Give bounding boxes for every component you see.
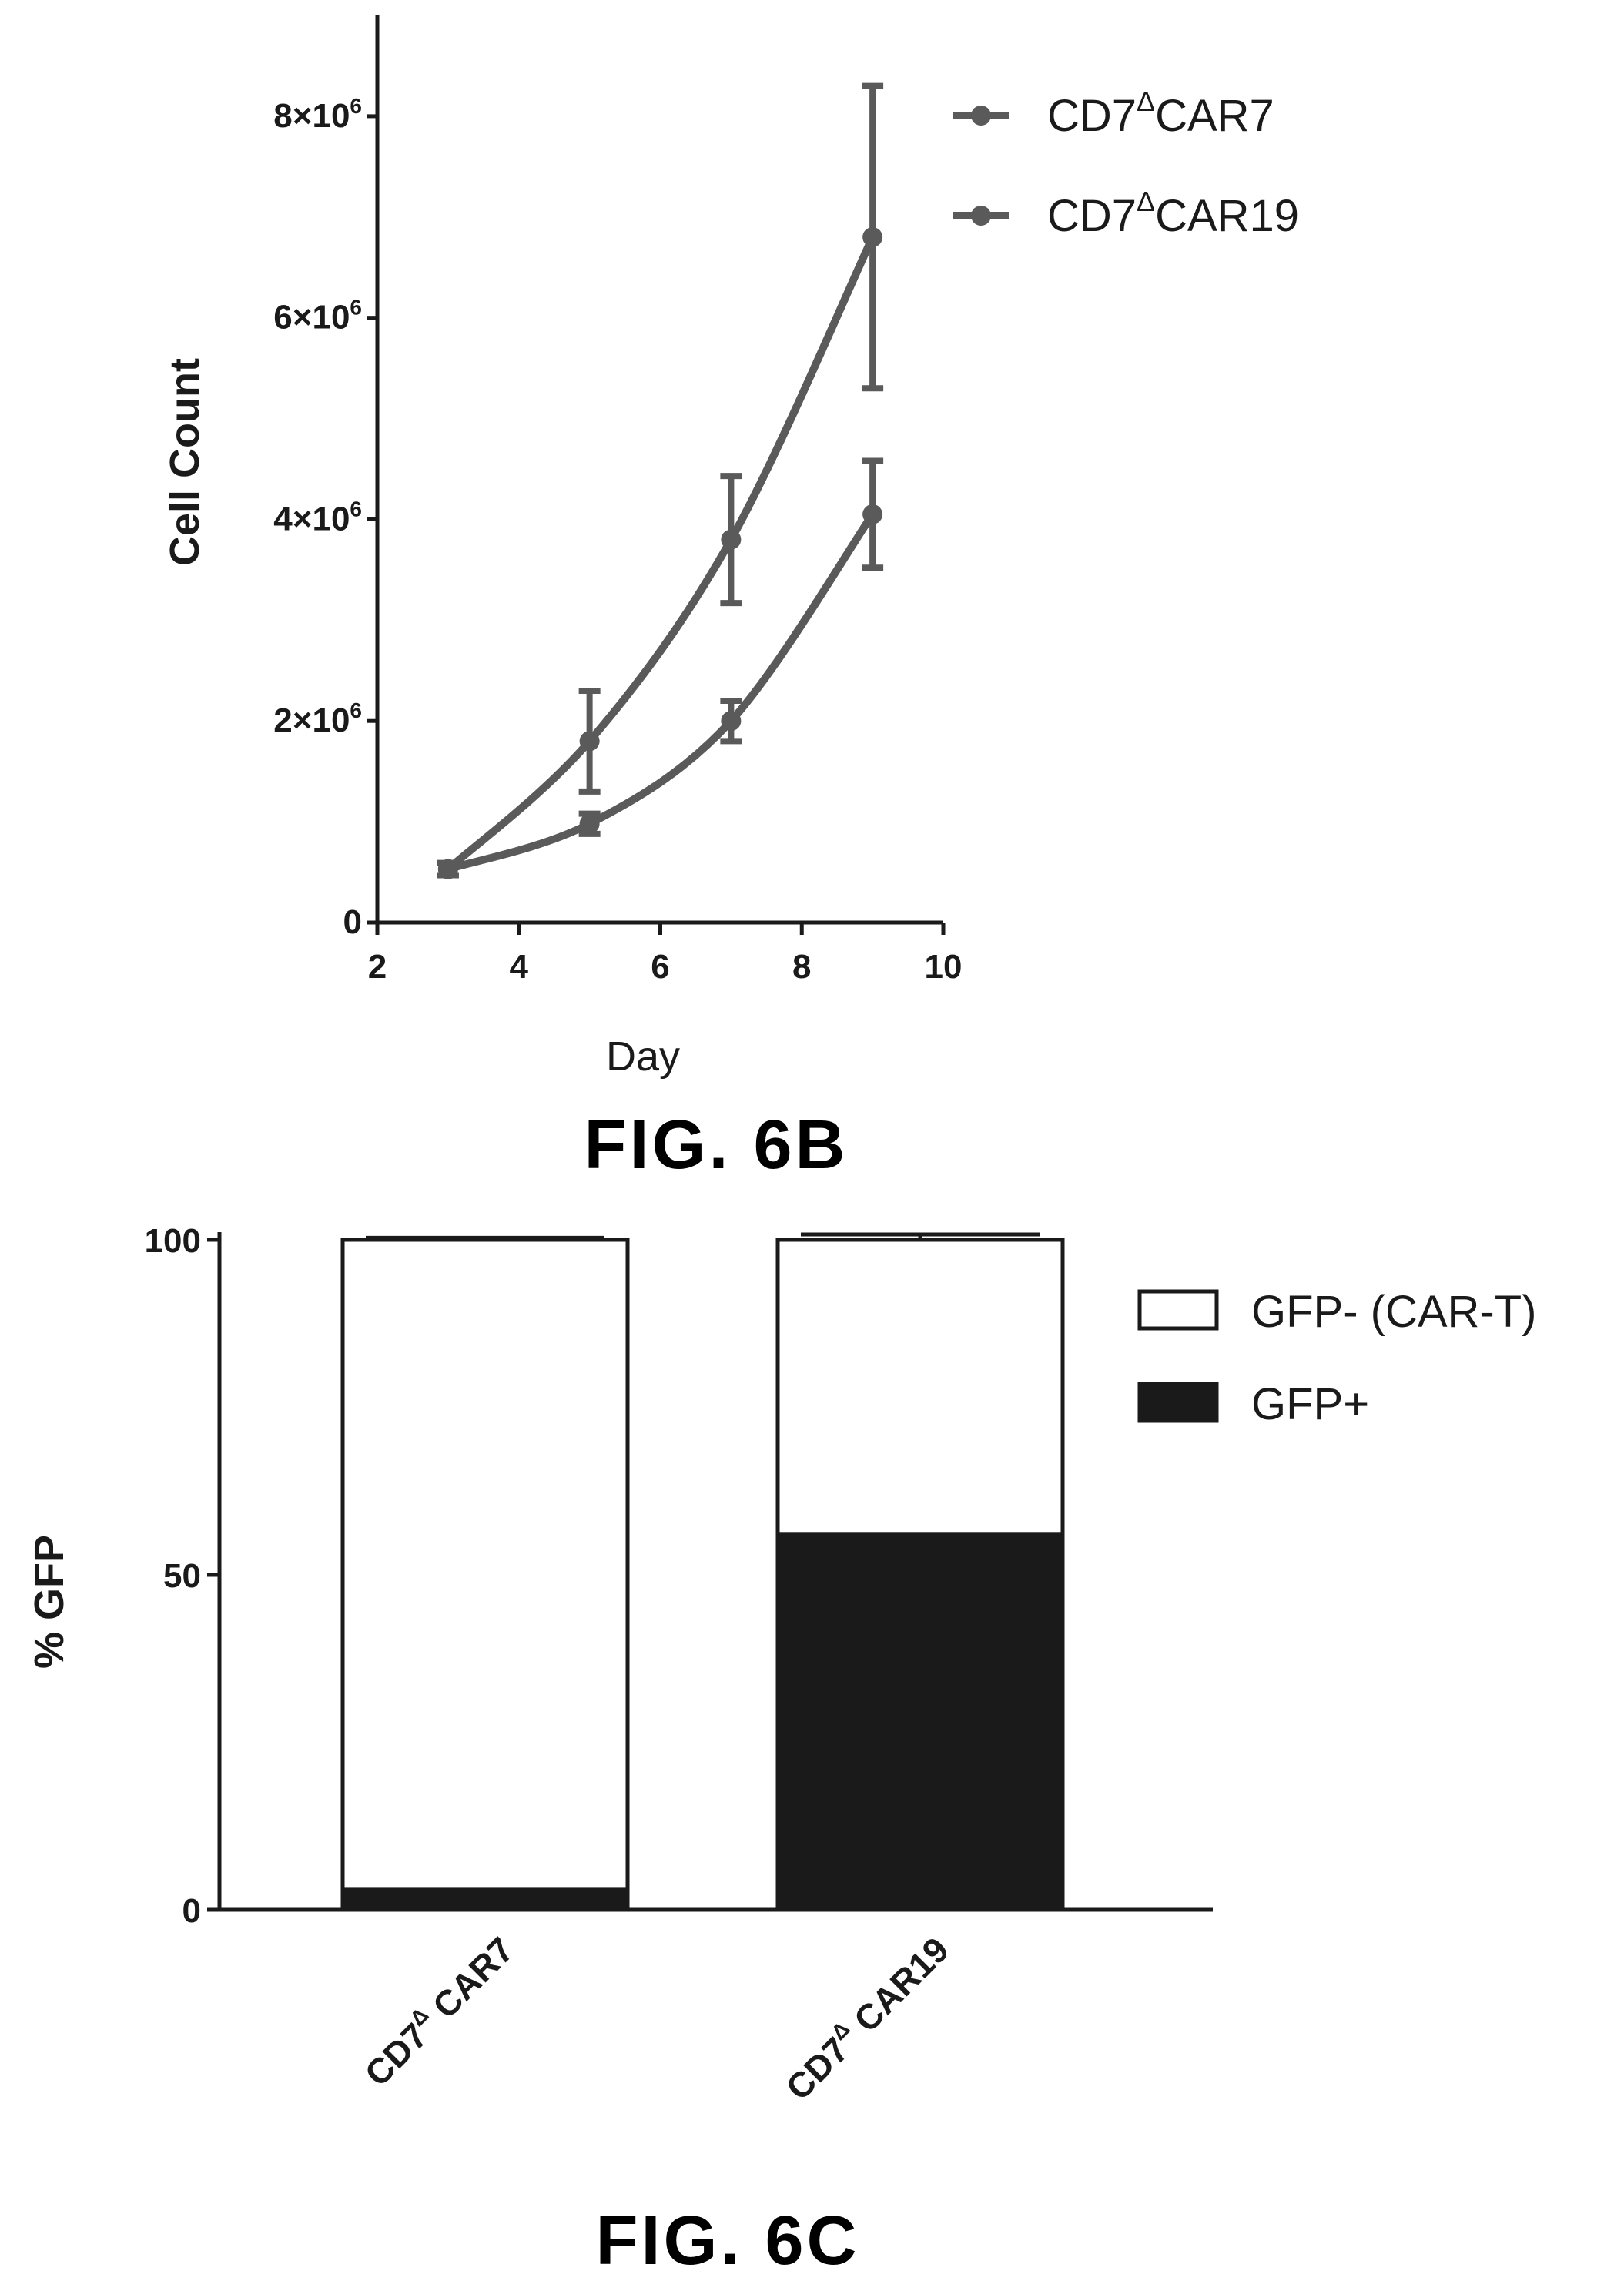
chart-6c-y-tick-label: 50 xyxy=(163,1557,201,1595)
y-tick-base: 10 xyxy=(312,702,350,739)
chart-6c-bars xyxy=(340,1232,1065,1912)
y-tick-mantissa: 4 xyxy=(273,500,293,538)
chart-6b-series xyxy=(437,82,884,879)
chart-6c-axes xyxy=(217,1232,1213,1912)
series-line xyxy=(447,512,876,873)
chart-6c-y-axis-title: % GFP xyxy=(26,1535,72,1669)
chart-6c-bar-2 xyxy=(775,1232,1065,1912)
category-label-suffix: CAR7 xyxy=(418,1929,521,2032)
chart-6b-y-tick-label: 4×106 xyxy=(273,497,362,538)
data-point xyxy=(862,226,883,247)
chart-6b-x-tick-label: 4 xyxy=(510,948,529,986)
data-point xyxy=(437,859,458,879)
chart-6c-category-label-1: CD7Δ CAR7 xyxy=(355,1928,521,2094)
chart-6c-y-tick-label: 0 xyxy=(182,1892,201,1930)
data-point xyxy=(721,529,742,550)
data-point xyxy=(579,813,600,834)
chart-6b-x-axis-title: Day xyxy=(606,1033,680,1080)
chart-6b-x-ticks: 2 4 6 8 10 xyxy=(368,923,963,986)
data-point xyxy=(862,504,883,524)
chart-6c-bar-1 xyxy=(340,1235,630,1912)
chart-6b-x-tick-label: 6 xyxy=(651,948,669,986)
data-point xyxy=(579,731,600,752)
chart-6c-category-labels: CD7Δ CAR7 CD7Δ CAR19 xyxy=(355,1928,956,2108)
y-tick-text: 0 xyxy=(343,903,362,941)
chart-6b-series-1 xyxy=(437,457,884,879)
chart-6c-legend-item-2: GFP+ xyxy=(1137,1379,1369,1429)
y-tick-exponent: 6 xyxy=(350,94,362,118)
y-tick-mantissa: 8 xyxy=(273,97,292,135)
legend-label-suffix: CAR7 xyxy=(1155,91,1274,141)
series-line xyxy=(445,235,876,873)
legend-swatch xyxy=(1137,1289,1219,1331)
chart-6b-y-tick-label: 8×106 xyxy=(273,94,362,135)
y-tick-base: 10 xyxy=(312,97,350,135)
chart-6b-x-tick-label: 2 xyxy=(368,948,387,986)
bar-segment-gfp-positive xyxy=(340,1887,630,1912)
chart-6b-y-axis-title: Cell Count xyxy=(162,358,208,566)
y-tick-exponent: 6 xyxy=(350,698,362,722)
chart-6c-category-label-2: CD7Δ CAR19 xyxy=(776,1928,956,2108)
bar-segment-gfp-negative xyxy=(775,1238,1065,1537)
legend-label: CD7ΔCAR7 xyxy=(1047,85,1274,141)
chart-6b-x-tick-label: 8 xyxy=(792,948,811,986)
chart-6b-x-tick-label: 10 xyxy=(925,948,963,986)
legend-label-prefix: CD7 xyxy=(1047,91,1137,141)
legend-swatch-marker xyxy=(971,106,991,126)
y-tick-times: × xyxy=(293,500,313,538)
legend-label: GFP- (CAR-T) xyxy=(1251,1287,1537,1337)
legend-label: CD7ΔCAR19 xyxy=(1047,186,1299,241)
legend-label-prefix: CD7 xyxy=(1047,191,1137,241)
chart-6b-legend-item-2: CD7ΔCAR19 xyxy=(953,186,1299,241)
chart-6b-y-tick-label: 6×106 xyxy=(273,296,362,337)
bar-segment-gfp-positive xyxy=(775,1532,1065,1912)
y-tick-times: × xyxy=(293,299,313,337)
legend-swatch-marker xyxy=(971,206,991,226)
y-tick-base: 10 xyxy=(312,299,350,337)
y-tick-mantissa: 6 xyxy=(273,299,292,337)
y-tick-times: × xyxy=(293,702,313,739)
chart-6b-legend-item-1: CD7ΔCAR7 xyxy=(953,85,1274,141)
y-tick-base: 10 xyxy=(312,500,350,538)
figure-6b-caption: FIG. 6B xyxy=(584,1107,848,1184)
chart-6c-y-ticks: 0 50 100 xyxy=(145,1222,219,1930)
data-point xyxy=(721,711,742,732)
gfp-stacked-bar-chart: 0 50 100 CD7Δ CAR7 CD7Δ CAR19 % GFP GFP- (C… xyxy=(26,1222,1537,2108)
legend-swatch xyxy=(1137,1382,1219,1423)
chart-6b-y-tick-label: 2×106 xyxy=(273,698,362,739)
legend-label: GFP+ xyxy=(1251,1379,1369,1429)
legend-label-superscript: Δ xyxy=(1137,186,1155,217)
chart-6c-y-tick-label: 100 xyxy=(145,1222,201,1260)
y-tick-exponent: 6 xyxy=(350,497,362,521)
chart-6b-series-2 xyxy=(437,82,884,879)
category-label-suffix: CAR19 xyxy=(839,1929,956,2046)
chart-6b-y-tick-label: 0 xyxy=(343,903,362,941)
figure-6c-caption: FIG. 6C xyxy=(595,2202,859,2279)
chart-6c-legend-item-1: GFP- (CAR-T) xyxy=(1137,1287,1537,1337)
y-tick-exponent: 6 xyxy=(350,296,362,320)
legend-label-suffix: CAR19 xyxy=(1155,191,1299,241)
bar-segment-gfp-negative xyxy=(340,1238,630,1892)
y-tick-times: × xyxy=(293,97,313,135)
chart-6c-legend: GFP- (CAR-T) GFP+ xyxy=(1137,1287,1537,1429)
y-tick-mantissa: 2 xyxy=(273,702,292,739)
legend-label-superscript: Δ xyxy=(1137,85,1155,117)
